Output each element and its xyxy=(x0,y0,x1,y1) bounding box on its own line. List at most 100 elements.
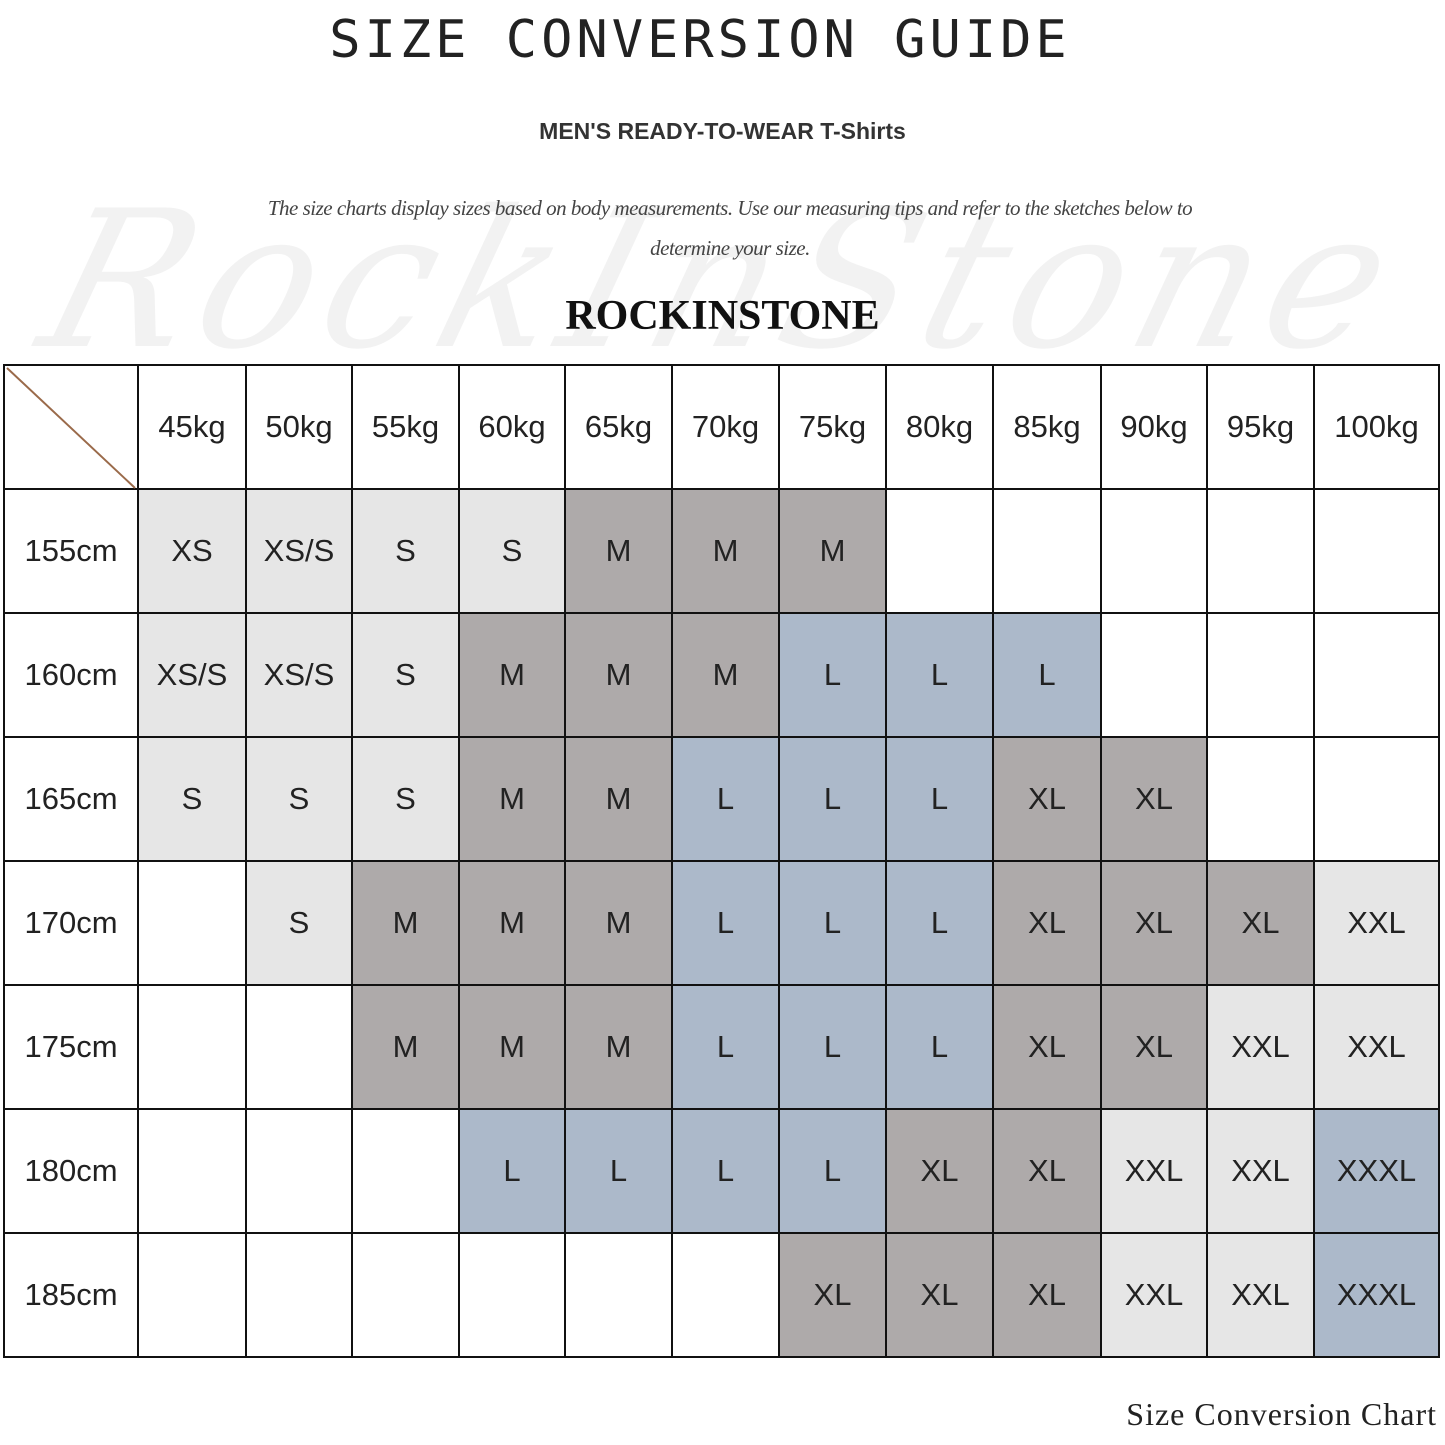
size-cell: M xyxy=(671,488,780,614)
size-cell: M xyxy=(564,984,673,1110)
column-header: 55kg xyxy=(351,364,460,490)
column-header: 100kg xyxy=(1313,364,1440,490)
size-cell: XXL xyxy=(1206,1108,1315,1234)
row-header: 180cm xyxy=(3,1108,139,1234)
size-cell: XXL xyxy=(1206,1232,1315,1358)
table-row: 175cm M M M L L L XL XL XXL XXL xyxy=(3,984,1440,1110)
table-row: 160cm XS/S XS/S S M M M L L L xyxy=(3,612,1440,738)
size-cell: XXL xyxy=(1100,1108,1208,1234)
size-cell: L xyxy=(778,612,887,738)
size-cell: XL xyxy=(992,736,1102,862)
table-row: 165cm S S S M M L L L XL XL xyxy=(3,736,1440,862)
size-cell: XL xyxy=(885,1232,994,1358)
size-cell xyxy=(992,488,1102,614)
table-row: 155cm XS XS/S S S M M M xyxy=(3,488,1440,614)
size-cell: M xyxy=(564,736,673,862)
size-cell: XXXL xyxy=(1313,1232,1440,1358)
size-cell xyxy=(137,1108,247,1234)
size-cell: L xyxy=(458,1108,566,1234)
size-cell: S xyxy=(351,612,460,738)
size-cell: XL xyxy=(1100,860,1208,986)
size-cell: M xyxy=(564,612,673,738)
size-cell: S xyxy=(351,488,460,614)
size-cell: L xyxy=(992,612,1102,738)
size-cell xyxy=(1313,736,1440,862)
column-header: 45kg xyxy=(137,364,247,490)
size-cell xyxy=(1313,612,1440,738)
size-cell: M xyxy=(671,612,780,738)
size-cell: XL xyxy=(992,1232,1102,1358)
size-cell: L xyxy=(671,860,780,986)
description: The size charts display sizes based on b… xyxy=(267,196,1193,260)
size-cell xyxy=(245,984,353,1110)
size-cell: XXL xyxy=(1313,860,1440,986)
size-cell xyxy=(564,1232,673,1358)
size-cell xyxy=(351,1108,460,1234)
size-cell: XS/S xyxy=(137,612,247,738)
size-cell: M xyxy=(351,984,460,1110)
size-cell: XS/S xyxy=(245,488,353,614)
size-cell xyxy=(1313,488,1440,614)
column-header: 90kg xyxy=(1100,364,1208,490)
size-cell xyxy=(1206,736,1315,862)
size-cell xyxy=(458,1232,566,1358)
diagonal-line xyxy=(6,367,136,489)
column-header: 60kg xyxy=(458,364,566,490)
size-cell: S xyxy=(137,736,247,862)
size-cell: L xyxy=(885,612,994,738)
size-cell: L xyxy=(671,984,780,1110)
row-header: 160cm xyxy=(3,612,139,738)
size-cell: XXL xyxy=(1206,984,1315,1110)
size-cell xyxy=(1206,488,1315,614)
column-header: 65kg xyxy=(564,364,673,490)
column-header: 80kg xyxy=(885,364,994,490)
size-cell xyxy=(885,488,994,614)
size-cell: L xyxy=(885,860,994,986)
size-cell xyxy=(671,1232,780,1358)
column-header: 75kg xyxy=(778,364,887,490)
size-cell: L xyxy=(778,984,887,1110)
size-cell: L xyxy=(778,736,887,862)
size-cell xyxy=(245,1108,353,1234)
size-cell: S xyxy=(245,860,353,986)
size-cell xyxy=(1100,488,1208,614)
size-cell: M xyxy=(458,736,566,862)
size-cell: L xyxy=(671,736,780,862)
size-cell: XXL xyxy=(1100,1232,1208,1358)
size-cell: M xyxy=(351,860,460,986)
row-header: 175cm xyxy=(3,984,139,1110)
size-cell: M xyxy=(564,860,673,986)
size-cell xyxy=(137,1232,247,1358)
row-header: 185cm xyxy=(3,1232,139,1358)
size-cell: XL xyxy=(885,1108,994,1234)
size-cell: S xyxy=(245,736,353,862)
size-cell: XL xyxy=(1206,860,1315,986)
size-cell: XL xyxy=(1100,736,1208,862)
column-header: 70kg xyxy=(671,364,780,490)
size-cell: M xyxy=(458,612,566,738)
size-cell xyxy=(1100,612,1208,738)
size-cell: XL xyxy=(992,984,1102,1110)
size-cell: M xyxy=(458,860,566,986)
corner-cell xyxy=(3,364,139,490)
brand-name: ROCKINSTONE xyxy=(565,293,880,339)
size-cell: M xyxy=(564,488,673,614)
size-cell: L xyxy=(564,1108,673,1234)
size-cell: XL xyxy=(1100,984,1208,1110)
size-cell: M xyxy=(778,488,887,614)
size-cell: S xyxy=(351,736,460,862)
size-cell: XL xyxy=(778,1232,887,1358)
size-cell: L xyxy=(885,736,994,862)
size-cell: XS/S xyxy=(245,612,353,738)
row-header: 165cm xyxy=(3,736,139,862)
column-header: 50kg xyxy=(245,364,353,490)
size-cell: L xyxy=(885,984,994,1110)
table-row: 185cm XL XL XL XXL XXL XXXL xyxy=(3,1232,1440,1358)
table-row: 170cm S M M M L L L XL XL XL XXL xyxy=(3,860,1440,986)
page-title: SIZE CONVERSION GUIDE xyxy=(329,10,1071,70)
size-cell: XS xyxy=(137,488,247,614)
size-cell xyxy=(245,1232,353,1358)
subtitle: MEN'S READY-TO-WEAR T-Shirts xyxy=(539,118,906,144)
size-cell: XXL xyxy=(1313,984,1440,1110)
size-cell: S xyxy=(458,488,566,614)
